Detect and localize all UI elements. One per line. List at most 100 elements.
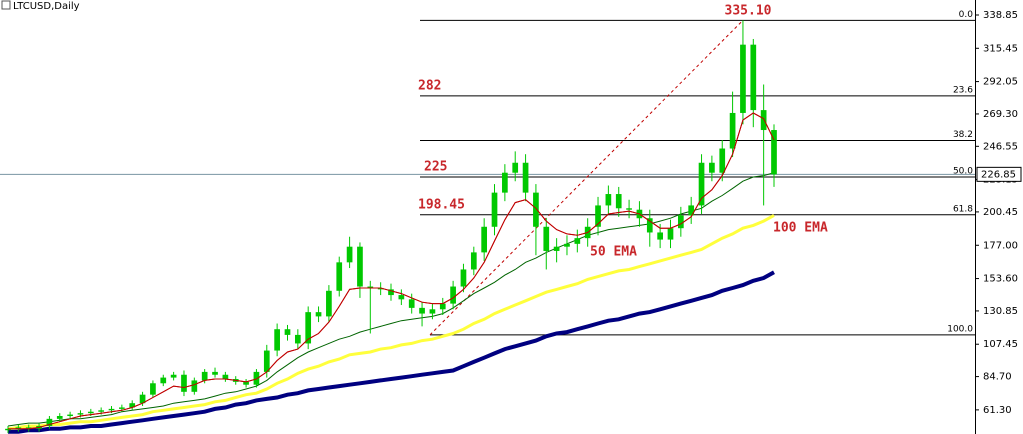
candle-body	[543, 226, 550, 251]
candle-body	[46, 418, 53, 426]
candle-body	[67, 414, 73, 417]
fib-price-label: 198.45	[418, 197, 465, 212]
candle-body	[667, 228, 674, 240]
candle-body	[646, 218, 653, 233]
candle-body	[491, 192, 498, 227]
candle-body	[657, 232, 663, 240]
candle-body	[605, 194, 612, 206]
candle-body	[719, 148, 726, 173]
y-tick-label: 153.60	[983, 274, 1018, 285]
y-tick-label: 107.45	[983, 339, 1018, 350]
candle-body	[243, 381, 249, 385]
candle-body	[160, 377, 167, 384]
candle-body	[139, 394, 146, 404]
y-tick-label: 292.05	[983, 77, 1018, 88]
y-tick-label: 84.70	[983, 372, 1012, 383]
candle-body	[191, 380, 198, 392]
ema-line	[7, 214, 775, 431]
candle-body	[98, 410, 105, 412]
candle-body	[367, 286, 374, 288]
candle-body	[481, 226, 488, 253]
candle-body	[212, 371, 218, 375]
candle-body	[201, 371, 208, 381]
candle-body	[522, 162, 529, 193]
candle-body	[688, 205, 695, 216]
candle-body	[336, 262, 343, 291]
fib-price-label: 225	[424, 159, 447, 174]
candle-body	[419, 307, 425, 314]
candle-body	[553, 246, 560, 251]
annotation: 50 EMA	[590, 245, 637, 260]
candle-body	[729, 112, 736, 149]
candle-body	[595, 205, 601, 227]
candle-body	[108, 408, 115, 411]
candle-body	[388, 289, 394, 296]
candle-body	[263, 350, 270, 372]
candle-body	[450, 286, 456, 304]
candle-body	[533, 192, 539, 227]
chart-title: LTCUSD,Daily	[13, 1, 80, 12]
candle-body	[77, 413, 84, 415]
candle-body	[253, 371, 260, 385]
candle-body	[750, 44, 757, 111]
candle-body	[222, 374, 229, 380]
fib-level-label: 23.6	[953, 85, 973, 95]
candle-body	[305, 312, 312, 344]
candle-body	[626, 208, 632, 210]
candle-body	[512, 162, 519, 173]
fib-level-label: 100.0	[947, 324, 973, 334]
candle-body	[771, 130, 777, 175]
candle-body	[87, 411, 94, 414]
candle-body	[25, 427, 32, 429]
candle-body	[698, 162, 705, 206]
ema-line	[8, 112, 775, 430]
candle-body	[709, 162, 715, 173]
candle-body	[326, 290, 332, 317]
candle-body	[740, 44, 746, 113]
candle-body	[377, 287, 384, 290]
candle-body	[677, 215, 684, 229]
fib-level-label: 38.2	[953, 130, 973, 140]
candle-body	[170, 374, 177, 378]
candle-body	[398, 295, 405, 300]
candle-body	[294, 334, 301, 344]
candle-body	[502, 172, 508, 193]
fib-trend-line	[429, 19, 744, 336]
fib-price-label: 335.10	[725, 4, 772, 19]
candle-body	[15, 427, 22, 429]
y-tick-label: 177.00	[983, 240, 1018, 251]
candle-body	[439, 303, 446, 310]
candle-body	[274, 329, 280, 351]
ema-line	[8, 270, 775, 434]
candle-body	[615, 194, 622, 209]
candle-body	[346, 246, 353, 263]
candle-body	[181, 374, 187, 392]
y-tick-label: 315.45	[983, 43, 1018, 54]
last-price-tag	[976, 166, 1022, 182]
symbol-icon	[1, 0, 11, 10]
candle-body	[564, 243, 570, 247]
candle-body	[460, 269, 467, 287]
fib-price-label: 282	[418, 78, 441, 93]
fib-level-label: 0.0	[959, 10, 974, 20]
candle-body	[56, 416, 63, 419]
candle-body	[129, 403, 136, 408]
candle-body	[574, 238, 581, 244]
y-tick-label: 130.85	[983, 306, 1018, 317]
y-tick-label: 246.55	[983, 141, 1018, 152]
candle-body	[408, 299, 415, 308]
y-tick-label: 61.30	[983, 405, 1012, 416]
candle-body	[315, 312, 322, 317]
candle-body	[119, 407, 125, 409]
candle-body	[470, 252, 477, 270]
candle-body	[284, 329, 291, 335]
last-price-label: 226.85	[981, 169, 1016, 180]
fib-level-label: 50.0	[953, 166, 973, 176]
candle-body	[5, 428, 11, 431]
candle-body	[357, 246, 363, 287]
annotation: 100 EMA	[773, 221, 828, 236]
candle-body	[150, 383, 156, 395]
